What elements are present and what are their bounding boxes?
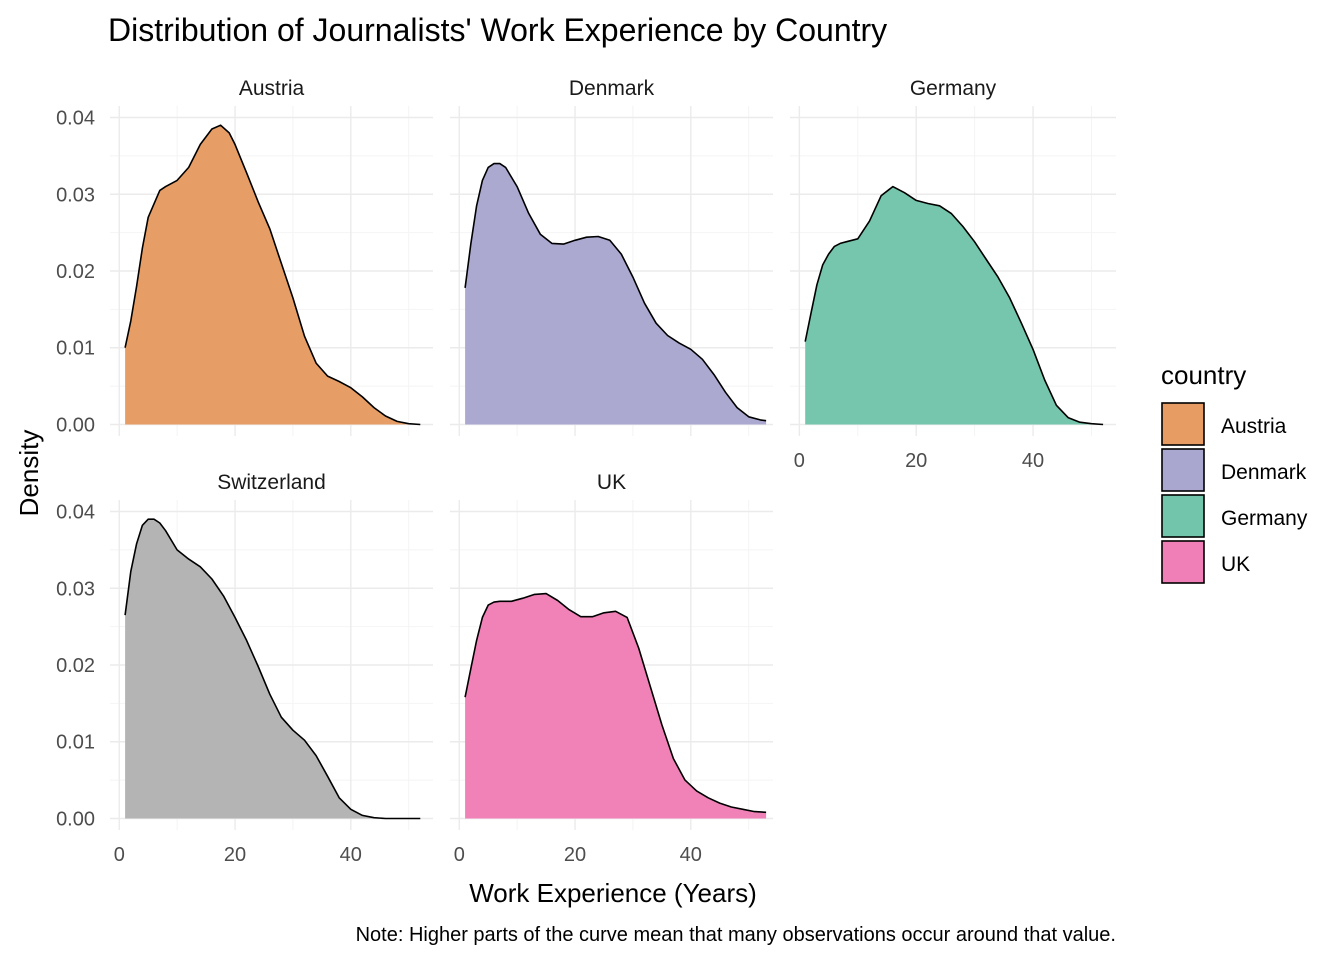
density-area-denmark	[465, 163, 767, 425]
legend-label-uk: UK	[1221, 553, 1250, 576]
legend-key-austria	[1161, 402, 1205, 446]
x-tick-label: 20	[905, 450, 927, 472]
panel-denmark: Denmark	[450, 77, 773, 436]
y-tick-label: 0.04	[56, 108, 95, 130]
x-axis-title: Work Experience (Years)	[469, 878, 757, 908]
x-tick-label: 40	[680, 844, 702, 866]
panel-switzerland: Switzerland 0.00 0.01 0.02 0.03 0.04 0 20 40	[56, 471, 433, 866]
y-tick-label: 0.03	[56, 578, 95, 600]
y-axis-title: Density	[14, 430, 44, 517]
panel-uk: UK 0 20 40	[450, 471, 773, 866]
facet-panels: Austria 0.00 0.01 0.02 0.03 0.04 Denmark German…	[56, 77, 1116, 866]
panel-germany: Germany 0 20 40	[790, 77, 1116, 472]
density-area-switzerland	[125, 519, 421, 819]
strip-label-austria: Austria	[239, 77, 305, 100]
legend-label-germany: Germany	[1221, 507, 1308, 530]
chart-title: Distribution of Journalists' Work Experi…	[108, 12, 887, 48]
panel-austria: Austria 0.00 0.01 0.02 0.03 0.04	[56, 77, 433, 436]
y-tick-label: 0.00	[56, 414, 95, 436]
x-tick-label: 40	[1022, 450, 1044, 472]
density-area-germany	[805, 186, 1104, 425]
strip-label-denmark: Denmark	[569, 77, 655, 100]
y-tick-label: 0.04	[56, 502, 95, 524]
density-line-uk	[464, 592, 767, 814]
y-tick-label: 0.00	[56, 808, 95, 830]
legend-key-uk	[1161, 540, 1205, 584]
x-tick-label: 20	[564, 844, 586, 866]
density-line-switzerland	[124, 518, 421, 820]
strip-label-germany: Germany	[910, 77, 997, 100]
legend-label-austria: Austria	[1221, 415, 1287, 438]
strip-label-switzerland: Switzerland	[217, 471, 326, 494]
y-tick-label: 0.02	[56, 655, 95, 677]
legend-key-denmark	[1161, 448, 1205, 492]
density-area-uk	[465, 593, 767, 819]
caption-note: Note: Higher parts of the curve mean tha…	[356, 924, 1116, 946]
y-tick-label: 0.03	[56, 184, 95, 206]
x-tick-label: 0	[794, 450, 805, 472]
y-tick-label: 0.01	[56, 732, 95, 754]
x-tick-label: 20	[224, 844, 246, 866]
y-tick-label: 0.01	[56, 338, 95, 360]
legend-title: country	[1161, 360, 1246, 390]
legend-label-denmark: Denmark	[1221, 461, 1307, 484]
legend-key-germany	[1161, 494, 1205, 538]
strip-label-uk: UK	[597, 471, 626, 494]
density-line-austria	[124, 124, 421, 426]
density-area-austria	[125, 125, 421, 425]
density-line-germany	[804, 185, 1104, 426]
y-tick-label: 0.02	[56, 261, 95, 283]
x-tick-label: 40	[340, 844, 362, 866]
density-line-denmark	[464, 162, 767, 422]
x-tick-label: 0	[454, 844, 465, 866]
legend: country Austria Denmark Germany UK	[1161, 360, 1308, 584]
x-tick-label: 0	[114, 844, 125, 866]
